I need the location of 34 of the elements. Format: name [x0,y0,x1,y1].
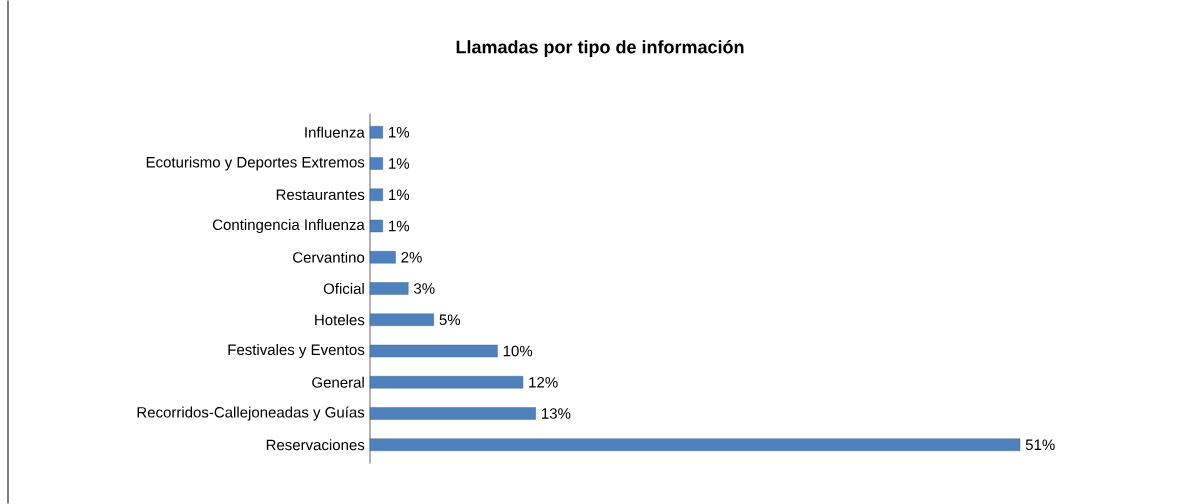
bar [369,376,524,389]
y-tick-label: Restaurantes [276,189,365,200]
bar [369,157,383,170]
y-tick-label: Influenza [305,126,365,138]
y-tick-label: Festivales y Eventos [228,344,365,358]
y-tick-label: Contingencia Influenza [212,219,365,233]
y-tick-label: Cervantino [293,251,365,263]
data-label: 2% [401,251,422,263]
data-label: 12% [529,376,558,388]
data-label: 1% [389,127,410,138]
data-label: 10% [503,345,533,357]
chart-title: Llamadas por tipo de información [456,40,744,57]
data-label: 51% [1025,439,1055,451]
data-label: 5% [439,314,461,326]
y-tick-label: Hoteles [315,314,365,326]
bar [369,344,498,358]
data-label: 3% [414,283,435,294]
data-label: 1% [389,189,410,201]
data-label: 13% [542,408,571,419]
bar [369,219,383,233]
bar [369,438,1021,451]
bar [369,126,383,139]
data-label: 1% [389,158,410,169]
y-tick-label: Reservaciones [266,439,365,451]
bar [369,313,434,326]
y-tick-label: Ecoturismo y Deportes Extremos [146,156,365,171]
y-tick-label: General [312,376,364,388]
data-label: 1% [389,220,410,232]
bar [369,251,396,264]
bar [369,282,409,295]
y-tick-label: Oficial [323,283,364,295]
bar [369,188,383,201]
bar [369,407,536,420]
y-tick-label: Recorridos-Callejoneadas y Guías [137,406,365,421]
